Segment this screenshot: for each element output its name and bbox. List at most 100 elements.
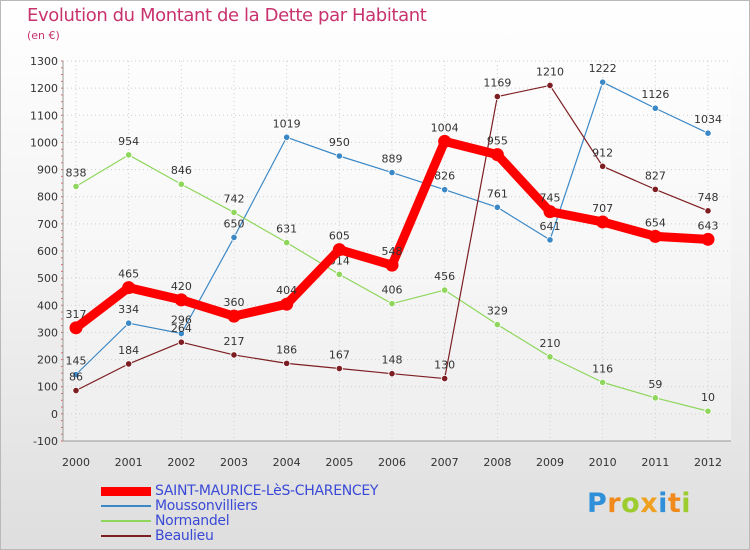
legend-item: SAINT-MAURICE-LèS-CHARENCEY — [101, 483, 431, 499]
data-point — [441, 186, 449, 194]
y-tick-label: 1100 — [30, 109, 58, 122]
x-tick-label: 2006 — [378, 456, 406, 469]
data-label: 650 — [224, 217, 245, 230]
legend-label: Beaulieu — [155, 528, 214, 544]
data-point — [543, 205, 557, 219]
data-label: 548 — [382, 245, 403, 258]
y-tick-label: 800 — [37, 191, 58, 204]
data-point — [177, 329, 185, 338]
data-point — [335, 152, 343, 160]
data-point — [332, 243, 346, 257]
data-point — [230, 233, 238, 242]
data-point — [599, 162, 607, 170]
data-label: 912 — [592, 146, 613, 159]
data-label: 184 — [118, 344, 139, 357]
logo-letter: P — [587, 488, 608, 519]
y-tick-label: 1000 — [30, 136, 58, 149]
data-point — [125, 360, 133, 368]
data-point — [335, 270, 343, 278]
data-point — [493, 203, 501, 211]
data-point — [283, 238, 291, 247]
data-point — [230, 351, 238, 359]
y-tick-label: 1300 — [30, 55, 58, 68]
data-label: 1004 — [431, 121, 459, 134]
data-point — [546, 81, 554, 90]
data-label: 742 — [224, 192, 245, 205]
data-label: 1222 — [589, 62, 617, 75]
data-point — [174, 293, 188, 307]
logo-letter: i — [658, 488, 668, 519]
data-label: 167 — [329, 349, 350, 362]
data-point — [493, 92, 501, 101]
data-point — [72, 386, 80, 395]
data-label: 456 — [434, 270, 455, 283]
data-label: 420 — [171, 280, 192, 293]
x-tick-label: 2005 — [325, 456, 353, 469]
logo-letter: t — [667, 488, 682, 519]
y-tick-label: 100 — [37, 381, 58, 394]
logo-letter: x — [640, 488, 659, 519]
x-tick-label: 2010 — [589, 456, 617, 469]
data-label: 86 — [69, 371, 83, 384]
data-point — [283, 359, 291, 367]
data-label: 317 — [66, 308, 87, 321]
data-label: 130 — [434, 359, 455, 372]
data-point — [546, 353, 554, 361]
data-point — [177, 180, 185, 188]
data-point — [227, 309, 241, 323]
data-label: 360 — [224, 296, 245, 309]
data-label: 264 — [171, 322, 192, 335]
logo-letter: o — [621, 488, 641, 519]
data-label: 1019 — [273, 117, 301, 130]
data-label: 643 — [698, 219, 719, 232]
data-point — [651, 104, 659, 112]
data-point — [599, 378, 607, 386]
x-tick-label: 2008 — [483, 456, 511, 469]
data-point — [388, 370, 396, 378]
data-label: 955 — [487, 135, 508, 148]
data-label: 210 — [540, 337, 561, 350]
x-tick-label: 2000 — [62, 456, 90, 469]
data-point — [546, 236, 554, 244]
data-point — [704, 207, 712, 215]
data-label: 59 — [648, 378, 662, 391]
data-label: 465 — [118, 268, 139, 281]
data-label: 186 — [276, 343, 297, 356]
x-tick-label: 2007 — [431, 456, 459, 469]
data-point — [177, 338, 185, 346]
legend-label: Moussonvilliers — [155, 498, 258, 514]
series-beaulieu: 86 184 264 217 186 167 148 130 1169 1210 912 827 748 — [69, 65, 719, 395]
data-label: 334 — [118, 303, 139, 316]
data-point — [493, 320, 501, 329]
data-point — [704, 129, 712, 137]
data-label: 748 — [698, 191, 719, 204]
data-label: 846 — [171, 164, 192, 177]
data-label: 116 — [592, 362, 613, 375]
data-label: 838 — [66, 166, 87, 179]
x-tick-label: 2004 — [273, 456, 301, 469]
data-point — [441, 286, 449, 294]
data-label: 1034 — [694, 113, 722, 126]
data-label: 654 — [645, 216, 666, 229]
legend-item: Normandel — [101, 513, 431, 529]
y-tick-label: -100 — [33, 435, 58, 448]
x-tick-label: 2009 — [536, 456, 564, 469]
data-label: 296 — [171, 314, 192, 327]
data-point — [701, 232, 715, 246]
data-label: 605 — [329, 230, 350, 243]
data-label: 148 — [382, 354, 403, 367]
data-point — [72, 370, 80, 379]
y-tick-label: 1200 — [30, 82, 58, 95]
y-tick-label: 700 — [37, 218, 58, 231]
legend-item: Moussonvilliers — [101, 498, 431, 514]
data-point — [651, 394, 659, 402]
x-tick-label: 2012 — [694, 456, 722, 469]
data-point — [596, 215, 610, 229]
x-tick-label: 2001 — [115, 456, 143, 469]
legend-label: Normandel — [155, 513, 230, 529]
data-point — [125, 151, 133, 159]
data-point — [385, 258, 399, 272]
